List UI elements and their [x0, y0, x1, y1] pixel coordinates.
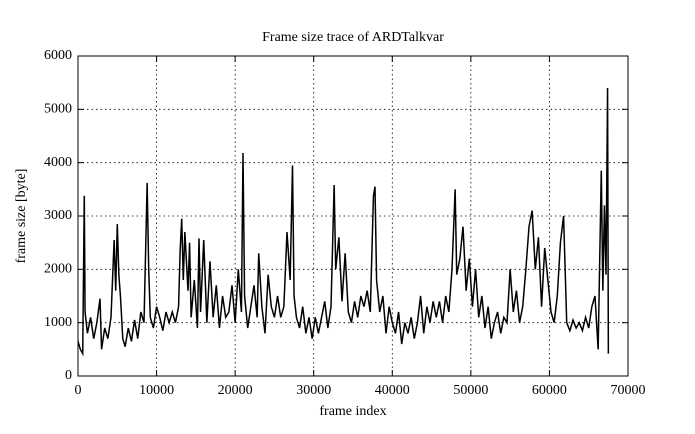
y-axis-label: frame size [byte]: [14, 169, 29, 264]
x-tick-label: 30000: [296, 383, 331, 398]
y-tick-label: 3000: [44, 208, 72, 223]
x-tick-label: 40000: [375, 383, 410, 398]
data-line: [77, 87, 610, 357]
x-tick-label: 0: [75, 383, 82, 398]
y-tick-label: 1000: [44, 315, 72, 330]
x-tick-label: 50000: [453, 383, 488, 398]
x-tick-label: 20000: [218, 383, 253, 398]
y-tick-label: 5000: [44, 102, 72, 117]
y-tick-label: 2000: [44, 262, 72, 277]
x-tick-label: 10000: [139, 383, 174, 398]
y-tick-label: 4000: [44, 155, 72, 170]
x-tick-label: 60000: [532, 383, 567, 398]
y-tick-label: 6000: [44, 48, 72, 63]
x-axis-label: frame index: [319, 404, 386, 419]
chart-title: Frame size trace of ARDTalkvar: [262, 30, 444, 45]
x-tick-label: 70000: [611, 383, 646, 398]
y-tick-label: 0: [65, 368, 72, 383]
